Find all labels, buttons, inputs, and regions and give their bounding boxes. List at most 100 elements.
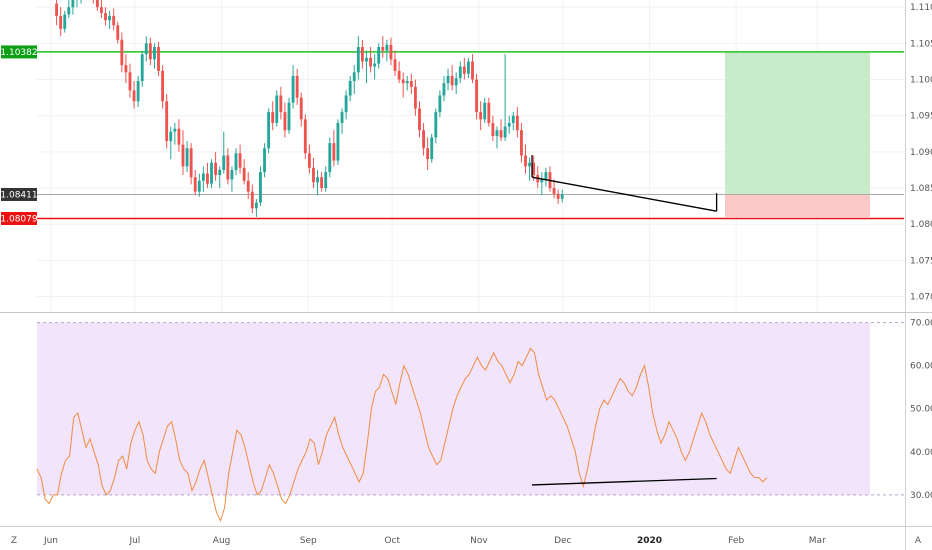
candle bbox=[124, 54, 128, 84]
rsi-trendline[interactable] bbox=[532, 477, 717, 486]
price-pane[interactable] bbox=[37, 0, 904, 311]
candle-body bbox=[238, 153, 242, 168]
candle-body bbox=[515, 115, 519, 131]
profit-zone[interactable] bbox=[725, 51, 870, 195]
candle-body bbox=[356, 47, 360, 73]
price-badge-bg bbox=[1, 45, 37, 59]
candle-body bbox=[242, 167, 246, 181]
candle bbox=[344, 90, 348, 120]
candle-body bbox=[466, 61, 470, 74]
candle bbox=[466, 57, 470, 79]
price-tick-label: 1.09500 bbox=[910, 112, 932, 122]
candle-body bbox=[426, 148, 430, 160]
candle bbox=[144, 36, 148, 62]
candle-body bbox=[144, 43, 148, 55]
candle bbox=[320, 172, 324, 192]
candle-body bbox=[418, 108, 421, 131]
price-badge-label: 1.08411 bbox=[0, 191, 37, 201]
candle-body bbox=[132, 90, 136, 102]
candle-body bbox=[360, 47, 364, 62]
candle bbox=[246, 172, 250, 199]
candle-body bbox=[108, 15, 112, 21]
candle-body bbox=[471, 61, 474, 80]
candle-body bbox=[250, 191, 254, 209]
candle bbox=[92, 0, 94, 4]
rsi-trendline-segment[interactable] bbox=[532, 477, 717, 486]
candle-body bbox=[234, 153, 238, 170]
candle bbox=[352, 65, 356, 95]
candle bbox=[413, 79, 417, 116]
candle bbox=[499, 119, 503, 142]
candle bbox=[515, 107, 519, 138]
time-axis[interactable]: Jun Jul Aug Sep Oct Nov Dec 2020 Feb Mar bbox=[43, 536, 826, 546]
candle-body bbox=[193, 177, 197, 192]
price-badge-label: 1.10382 bbox=[0, 48, 37, 58]
candle-body bbox=[503, 126, 507, 138]
candle bbox=[552, 179, 556, 199]
rsi-pane[interactable] bbox=[36, 322, 904, 523]
candle bbox=[524, 144, 527, 174]
candle bbox=[279, 86, 283, 120]
candle bbox=[197, 173, 201, 197]
candle bbox=[369, 47, 372, 73]
candle bbox=[80, 0, 82, 4]
candle-body bbox=[520, 130, 523, 156]
candle bbox=[503, 54, 507, 142]
rsi-axis[interactable]: 70.00 60.00 50.00 40.00 30.00 bbox=[910, 319, 932, 501]
candle-body bbox=[55, 3, 59, 16]
candle bbox=[299, 92, 303, 127]
candle bbox=[132, 81, 136, 109]
candle-body bbox=[136, 81, 140, 102]
candle-body bbox=[140, 54, 144, 82]
price-trendline[interactable] bbox=[531, 155, 718, 212]
candle bbox=[434, 108, 438, 144]
candle-body bbox=[344, 95, 348, 113]
price-tick-label: 1.08000 bbox=[910, 220, 932, 230]
candle-body bbox=[295, 75, 299, 98]
candle-body bbox=[177, 128, 181, 145]
candle bbox=[242, 159, 246, 185]
candle-body bbox=[189, 148, 193, 178]
candle bbox=[157, 41, 160, 76]
candle bbox=[71, 0, 75, 15]
candle bbox=[340, 108, 344, 134]
candle-body bbox=[340, 112, 344, 123]
candle-body bbox=[454, 78, 458, 86]
candle bbox=[287, 97, 291, 134]
price-tick-label: 1.08500 bbox=[910, 184, 932, 194]
candle bbox=[76, 0, 78, 8]
price-tick-label: 1.10000 bbox=[910, 76, 932, 86]
candle-body bbox=[377, 47, 381, 64]
candle-body bbox=[116, 25, 120, 40]
candle-body bbox=[100, 7, 103, 14]
candle bbox=[214, 151, 218, 181]
candle-body bbox=[430, 137, 434, 160]
price-badge: 1.10382 bbox=[0, 45, 38, 59]
horizontal-lines bbox=[37, 51, 904, 220]
candle bbox=[161, 65, 165, 109]
candle bbox=[230, 166, 234, 192]
candle bbox=[185, 141, 189, 173]
candle-body bbox=[401, 79, 405, 84]
rsi-tick-label: 50.00 bbox=[910, 405, 932, 415]
candle bbox=[140, 50, 144, 87]
corner-label-left[interactable]: Z bbox=[11, 536, 17, 546]
candle-body bbox=[397, 70, 401, 80]
candle bbox=[356, 36, 360, 80]
candle bbox=[544, 167, 548, 187]
rsi-band bbox=[37, 322, 904, 496]
candle bbox=[328, 137, 332, 178]
candle-body bbox=[409, 81, 413, 87]
price-badge: 1.08079 bbox=[0, 211, 38, 225]
candle-body bbox=[413, 86, 417, 109]
loss-zone[interactable] bbox=[725, 194, 870, 217]
rsi-tick-label: 70.00 bbox=[910, 319, 932, 329]
candle-body bbox=[475, 79, 479, 113]
candle-body bbox=[446, 75, 450, 84]
candle-body bbox=[148, 43, 152, 60]
candle-body bbox=[63, 14, 67, 29]
candle-body bbox=[197, 180, 201, 192]
corner-label-right[interactable]: A bbox=[915, 536, 922, 546]
price-axis[interactable]: 1.11000 1.10500 1.10000 1.09500 1.09000 1.085… bbox=[910, 3, 932, 302]
trendline[interactable] bbox=[531, 176, 717, 212]
